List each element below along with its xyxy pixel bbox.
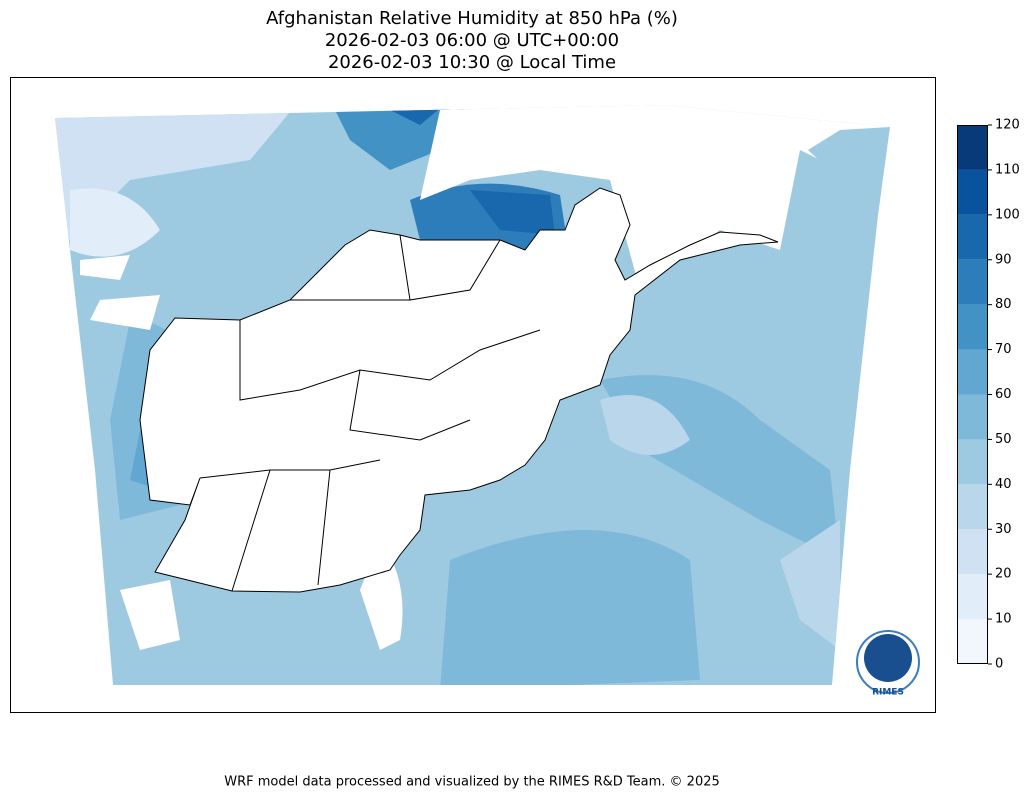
colorbar-segment: [957, 259, 988, 305]
colorbar-segment: [957, 439, 988, 485]
colorbar-tick-label: 110: [995, 162, 1020, 177]
colorbar-segment: [957, 125, 988, 170]
colorbar-segment: [957, 529, 988, 575]
colorbar-segment: [957, 619, 988, 664]
logo-text: RIMES: [872, 688, 904, 698]
colorbar-segment: [957, 349, 988, 395]
colorbar-tick-label: 80: [995, 297, 1012, 312]
colorbar-tick-label: 60: [995, 387, 1012, 402]
colorbar-tick-label: 50: [995, 432, 1012, 447]
footer: WRF model data processed and visualized …: [224, 775, 720, 790]
colorbar-tick-label: 70: [995, 342, 1012, 357]
colorbar-tick-label: 20: [995, 567, 1012, 582]
colorbar-tick-label: 30: [995, 522, 1012, 537]
colorbar-segment: [957, 214, 988, 260]
title-line: 2026-02-03 06:00 @ UTC+00:00: [325, 30, 619, 51]
colorbar-tick-label: 0: [995, 657, 1003, 672]
colorbar-frame: [957, 125, 988, 664]
colorbar-segment: [957, 394, 988, 440]
colorbar: 0 10 20 30 40 50 60 70 80 90 100 110 120: [957, 118, 1020, 672]
colorbar-segment: [957, 304, 988, 350]
title-line: 2026-02-03 10:30 @ Local Time: [328, 52, 616, 73]
colorbar-segment: [957, 169, 988, 215]
colorbar-tick-label: 100: [995, 207, 1020, 222]
title-line: Afghanistan Relative Humidity at 850 hPa…: [266, 8, 678, 29]
colorbar-tick-label: 10: [995, 612, 1012, 627]
colorbar-segment: [957, 574, 988, 620]
colorbar-tick-label: 120: [995, 118, 1020, 133]
logo: RIMES: [856, 630, 920, 698]
colorbar-tick-label: 40: [995, 477, 1012, 492]
colorbar-tick-label: 90: [995, 252, 1012, 267]
colorbar-segment: [957, 484, 988, 530]
map: [10, 77, 936, 713]
